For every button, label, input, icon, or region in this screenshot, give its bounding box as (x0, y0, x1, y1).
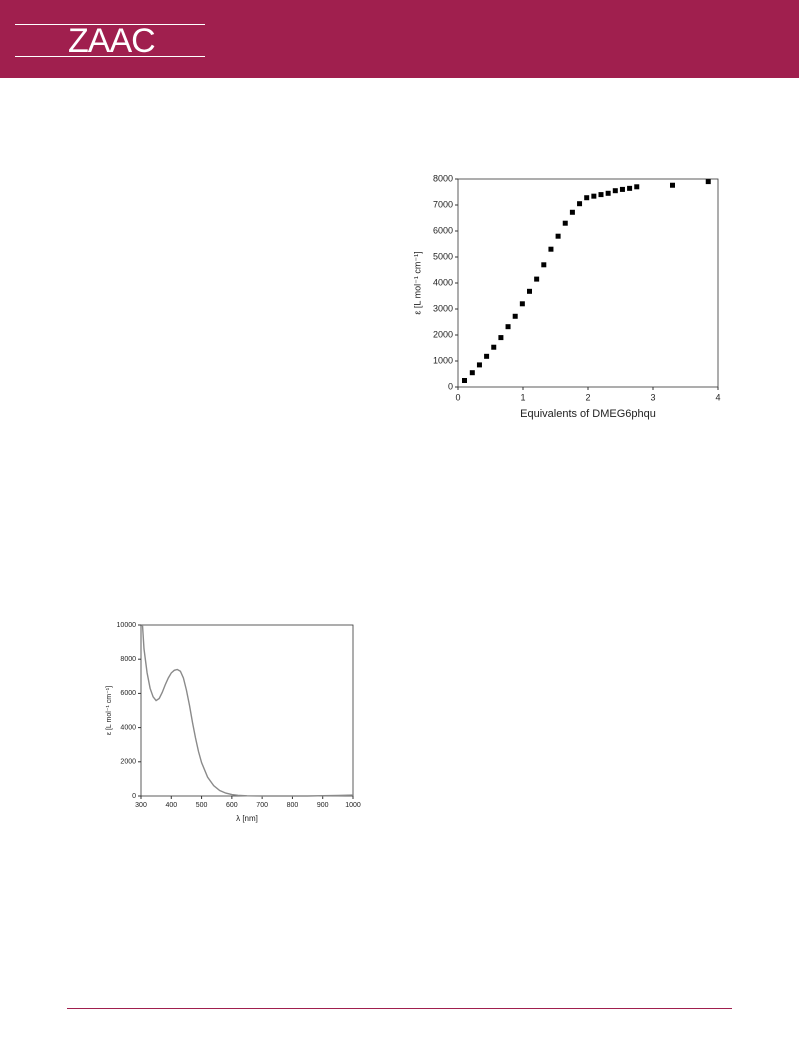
data-point (577, 201, 583, 207)
y-tick-label: 2000 (433, 329, 453, 339)
data-point (705, 179, 711, 185)
y-tick-label: 6000 (433, 225, 453, 235)
y-tick-label: 4000 (120, 724, 136, 731)
plot-frame (457, 178, 719, 388)
data-point (634, 184, 640, 190)
data-point (591, 193, 597, 199)
x-tick-label: 4 (715, 392, 720, 402)
y-tick-label: 6000 (120, 690, 136, 697)
data-point (627, 185, 633, 191)
data-point (612, 188, 618, 194)
y-axis-label: ε [L mol⁻¹ cm⁻¹] (106, 686, 113, 735)
data-point (476, 362, 482, 368)
x-tick-label: 900 (317, 802, 329, 809)
x-tick-label: 1000 (345, 802, 361, 809)
data-point (534, 276, 540, 282)
data-point (562, 220, 568, 226)
x-tick-label: 0 (455, 392, 460, 402)
footer-rule (67, 1008, 732, 1009)
y-tick-label: 3000 (433, 303, 453, 313)
data-point (498, 335, 504, 341)
data-point (598, 192, 604, 198)
x-tick-label: 300 (135, 802, 147, 809)
spectrum-line (141, 624, 354, 797)
x-tick-label: 600 (226, 802, 238, 809)
y-tick-label: 1000 (433, 355, 453, 365)
y-tick-label: 2000 (120, 759, 136, 766)
x-tick-label: 700 (256, 802, 268, 809)
x-axis-label: Equivalents of DMEG6phqu (520, 408, 656, 420)
x-tick-label: 800 (287, 802, 299, 809)
data-point (605, 190, 611, 196)
x-tick-label: 500 (196, 802, 208, 809)
data-point (512, 313, 518, 319)
y-tick-label: 10000 (117, 622, 137, 629)
y-tick-label: 7000 (433, 199, 453, 209)
data-point (541, 262, 547, 268)
journal-logo: ZAAC (68, 22, 156, 60)
header-rule (15, 24, 205, 25)
data-point (555, 233, 561, 239)
header-rule (15, 56, 205, 57)
plot-frame (140, 624, 354, 797)
data-point (670, 182, 675, 188)
data-point (619, 186, 625, 192)
x-axis-label: λ [nm] (236, 814, 258, 823)
y-tick-label: 4000 (433, 277, 453, 287)
data-point (519, 301, 525, 307)
data-point (469, 370, 475, 376)
data-point (462, 378, 467, 383)
y-tick-label: 0 (132, 793, 136, 800)
y-tick-label: 8000 (120, 656, 136, 663)
y-tick-label: 5000 (433, 251, 453, 261)
y-axis-label: ε [L mol⁻¹ cm⁻¹] (412, 251, 422, 314)
y-tick-label: 8000 (433, 173, 453, 183)
data-point (491, 344, 497, 350)
header-band (0, 0, 799, 78)
data-point (548, 246, 554, 252)
x-tick-label: 1 (520, 392, 525, 402)
data-point (584, 195, 590, 201)
data-point (569, 209, 575, 215)
y-tick-label: 0 (448, 381, 453, 391)
x-tick-label: 2 (585, 392, 590, 402)
x-tick-label: 3 (650, 392, 655, 402)
data-point (527, 288, 532, 294)
x-tick-label: 400 (165, 802, 177, 809)
data-point (484, 353, 490, 359)
data-point (505, 324, 511, 330)
